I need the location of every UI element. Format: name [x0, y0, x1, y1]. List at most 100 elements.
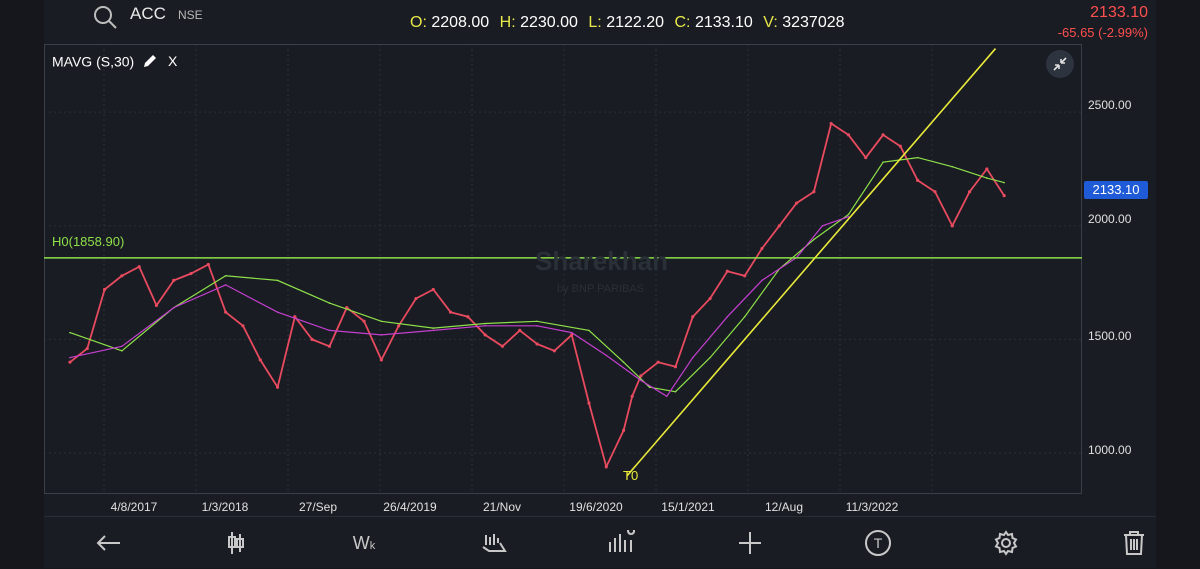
data-point: [69, 356, 71, 359]
data-point: [570, 331, 573, 334]
data-point: [276, 311, 279, 313]
data-point: [69, 331, 71, 334]
x-tick-label: 11/3/2022: [845, 500, 899, 514]
data-point: [102, 287, 107, 292]
x-tick-label: 21/Nov: [482, 500, 522, 514]
data-point: [951, 165, 954, 168]
settings-button[interactable]: [988, 525, 1024, 561]
data-point: [916, 156, 919, 159]
indicators-button[interactable]: [604, 525, 640, 561]
y-tick-label: 1000.00: [1088, 443, 1132, 457]
collapse-button[interactable]: [1046, 50, 1074, 78]
price-change: -65.65 (-2.99%): [1057, 25, 1148, 40]
data-point: [466, 315, 470, 319]
data-point: [933, 190, 937, 194]
ohlc-readout: O: 2208.00 H: 2230.00 L: 2122.20 C: 2133…: [410, 14, 851, 32]
data-point: [431, 287, 435, 292]
data-point: [397, 324, 401, 328]
data-point: [241, 324, 245, 328]
text-tool-icon: T: [865, 530, 891, 556]
pencil-icon[interactable]: [142, 53, 158, 69]
volume-key: V:: [763, 14, 778, 31]
data-point: [829, 121, 833, 126]
data-point: [120, 274, 124, 278]
y-tick-label: 2500.00: [1088, 98, 1132, 112]
data-point: [1003, 181, 1005, 184]
data-point: [121, 345, 123, 348]
delete-button[interactable]: [1116, 525, 1152, 561]
data-point: [709, 356, 711, 359]
last-price: 2133.10: [1090, 4, 1148, 21]
data-point: [172, 306, 175, 309]
data-point: [68, 360, 72, 364]
weekly-interval-button[interactable]: Wk: [346, 525, 382, 561]
study-name: MAVG (S,30): [52, 53, 135, 70]
data-point: [1002, 193, 1006, 198]
app-window: ACC NSE O: 2208.00 H: 2230.00 L: 2122.20…: [44, 0, 1156, 568]
data-point: [846, 133, 851, 137]
data-point: [327, 344, 332, 348]
trendline-layer: T0: [623, 48, 997, 483]
data-point: [224, 310, 228, 314]
data-point: [743, 315, 746, 318]
data-point: [380, 334, 383, 336]
text-tool-button[interactable]: T: [860, 525, 896, 561]
data-point: [552, 349, 556, 353]
back-button[interactable]: [90, 525, 126, 561]
data-point: [648, 386, 651, 388]
data-point: [622, 361, 625, 363]
data-point: [362, 319, 366, 323]
y-tick-label: 2000.00: [1088, 212, 1132, 226]
data-point: [570, 333, 574, 337]
crosshair-button[interactable]: [732, 525, 768, 561]
data-point: [847, 215, 850, 218]
watermark-subtext: by BNP PARIBAS: [557, 283, 645, 295]
high-value: 2230.00: [520, 14, 578, 31]
high-key: H:: [499, 14, 516, 31]
data-point: [708, 296, 712, 301]
x-tick-label: 19/6/2020: [569, 500, 623, 514]
search-icon[interactable]: [92, 4, 118, 30]
data-point: [483, 333, 487, 337]
symbol-name[interactable]: ACC: [130, 4, 166, 23]
data-point: [674, 390, 677, 393]
data-point: [328, 302, 331, 304]
data-point: [379, 358, 383, 362]
back-arrow-icon: [96, 535, 120, 551]
data-point: [950, 224, 954, 228]
data-point: [986, 177, 988, 179]
x-tick-label: 4/8/2017: [110, 500, 158, 514]
data-point: [224, 284, 227, 286]
data-point: [121, 350, 123, 352]
candlestick-button[interactable]: [218, 525, 254, 561]
data-point: [882, 161, 884, 163]
bottom-toolbar: Wk T: [44, 516, 1156, 569]
x-tick-label: 15/1/2021: [661, 500, 715, 514]
data-point: [743, 274, 747, 278]
settings-icon: [994, 530, 1018, 556]
data-point: [310, 337, 314, 342]
data-point: [380, 320, 383, 323]
data-point: [276, 279, 279, 282]
data-point: [640, 379, 642, 382]
chart-type-button[interactable]: [476, 525, 512, 561]
study-close-button[interactable]: X: [167, 53, 178, 70]
series-line: [69, 156, 1005, 393]
data-point: [484, 322, 486, 325]
data-point: [536, 325, 538, 327]
open-key: O:: [410, 14, 427, 31]
price-chart[interactable]: T0: [44, 44, 1082, 494]
data-point: [85, 346, 89, 351]
data-point: [916, 178, 920, 182]
data-point: [794, 201, 799, 205]
svg-text:T: T: [874, 535, 883, 551]
last-price-tag: 2133.10: [1084, 181, 1148, 199]
y-tick-label: 1500.00: [1088, 329, 1132, 343]
data-point: [967, 190, 972, 194]
data-point: [813, 238, 815, 241]
low-key: L:: [588, 14, 602, 31]
chart-type-icon: [482, 534, 507, 552]
data-point: [500, 344, 505, 348]
data-point: [639, 374, 643, 378]
data-point: [726, 315, 729, 318]
